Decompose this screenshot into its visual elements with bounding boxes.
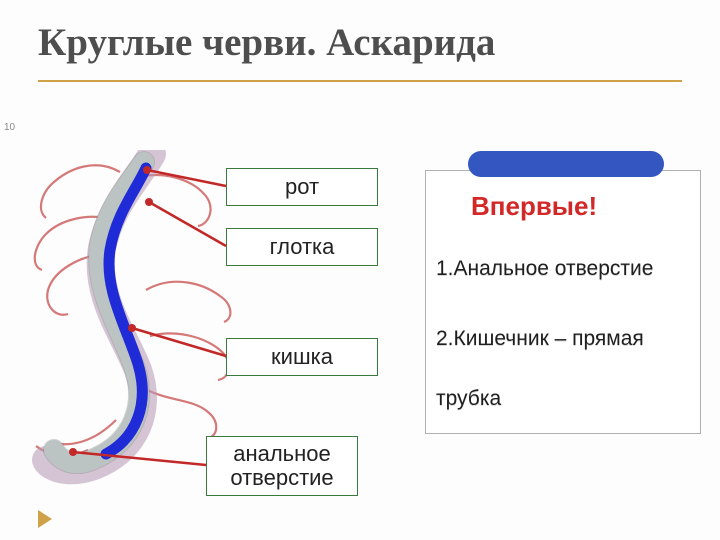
slide-marker-icon [38, 510, 52, 528]
label-pharynx-text: глотка [270, 234, 335, 260]
info-heading: Впервые! [471, 191, 597, 222]
info-box: Впервые! 1.Анальное отверстие 2.Кишечник… [425, 170, 701, 434]
label-mouth: рот [226, 168, 378, 206]
label-anus-text1: анальное [233, 442, 331, 466]
info-bubble [468, 151, 664, 177]
title-rule [38, 80, 682, 82]
info-line3: трубка [436, 387, 501, 411]
info-line2: 2.Кишечник – прямая [436, 327, 644, 351]
page-title: Круглые черви. Аскарида [38, 20, 495, 65]
label-intestine: кишка [226, 338, 378, 376]
label-pharynx: глотка [226, 228, 378, 266]
slide-number: 10 [4, 122, 15, 133]
info-line1: 1.Анальное отверстие [436, 257, 653, 281]
label-intestine-text: кишка [271, 344, 333, 370]
label-mouth-text: рот [285, 174, 319, 200]
label-anus-text2: отверстие [230, 466, 333, 490]
label-anus: анальное отверстие [206, 436, 358, 496]
